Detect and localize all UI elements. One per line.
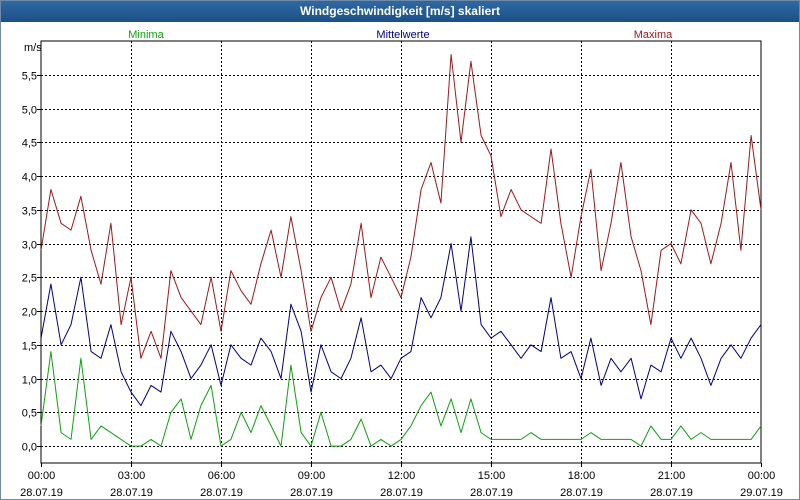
x-tick-time-label: 06:00 <box>208 470 236 482</box>
grid-layer <box>41 41 761 463</box>
y-tick-label: 5,0 <box>22 105 37 117</box>
x-tick-date-label: 28.07.19 <box>560 487 603 499</box>
x-tick-date-label: 28.07.19 <box>380 487 423 499</box>
series-line-maxima <box>40 54 762 359</box>
x-tick-date-label: 28.07.19 <box>20 487 63 499</box>
x-tick-time-label: 15:00 <box>478 470 506 482</box>
legend-maxima: Maxima <box>634 29 673 41</box>
x-tick-time-label: 21:00 <box>658 470 686 482</box>
y-tick-label: 4,0 <box>22 172 37 184</box>
y-tick-label: 2,0 <box>22 307 37 319</box>
x-tick-time-label: 09:00 <box>298 470 326 482</box>
x-tick-time-label: 00:00 <box>748 470 776 482</box>
x-tick-date-label: 28.07.19 <box>470 487 513 499</box>
x-tick-date-label: 28.07.19 <box>110 487 153 499</box>
plot-area <box>40 40 762 464</box>
y-tick-label: 3,0 <box>22 240 37 252</box>
series-layer <box>40 54 762 447</box>
x-tick-time-label: 12:00 <box>388 470 416 482</box>
legend-minima: Minima <box>128 29 164 41</box>
y-axis-label: m/s <box>24 42 42 54</box>
x-tick-time-label: 18:00 <box>568 470 596 482</box>
window-title: Windgeschwindigkeit [m/s] skaliert <box>1 1 799 22</box>
y-tick-label: 2,5 <box>22 273 37 285</box>
y-tick-label: 1,0 <box>22 375 37 387</box>
y-tick-label: 0,5 <box>22 408 37 420</box>
y-tick-label: 4,5 <box>22 138 37 150</box>
series-line-mittelwerte <box>40 236 762 407</box>
y-tick-label: 5,5 <box>22 71 37 83</box>
x-tick-date-label: 29.07.19 <box>740 487 783 499</box>
series-line-minima <box>40 351 762 447</box>
x-tick-time-label: 00:00 <box>28 470 56 482</box>
x-tick-date-label: 28.07.19 <box>290 487 333 499</box>
x-tick-date-label: 28.07.19 <box>200 487 243 499</box>
y-tick-label: 0,0 <box>22 442 37 454</box>
x-tick-date-label: 28.07.19 <box>650 487 693 499</box>
ticks-layer: 0,0 0,5 1,0 1,5 2,0 2,5 3,0 3,5 4,0 4,5 5,0 5,5 00:0… <box>20 71 783 500</box>
y-tick-label: 3,5 <box>22 206 37 218</box>
legend-mittelwerte: Mittelwerte <box>376 29 429 41</box>
x-tick-time-label: 03:00 <box>118 470 146 482</box>
y-tick-label: 1,5 <box>22 341 37 353</box>
